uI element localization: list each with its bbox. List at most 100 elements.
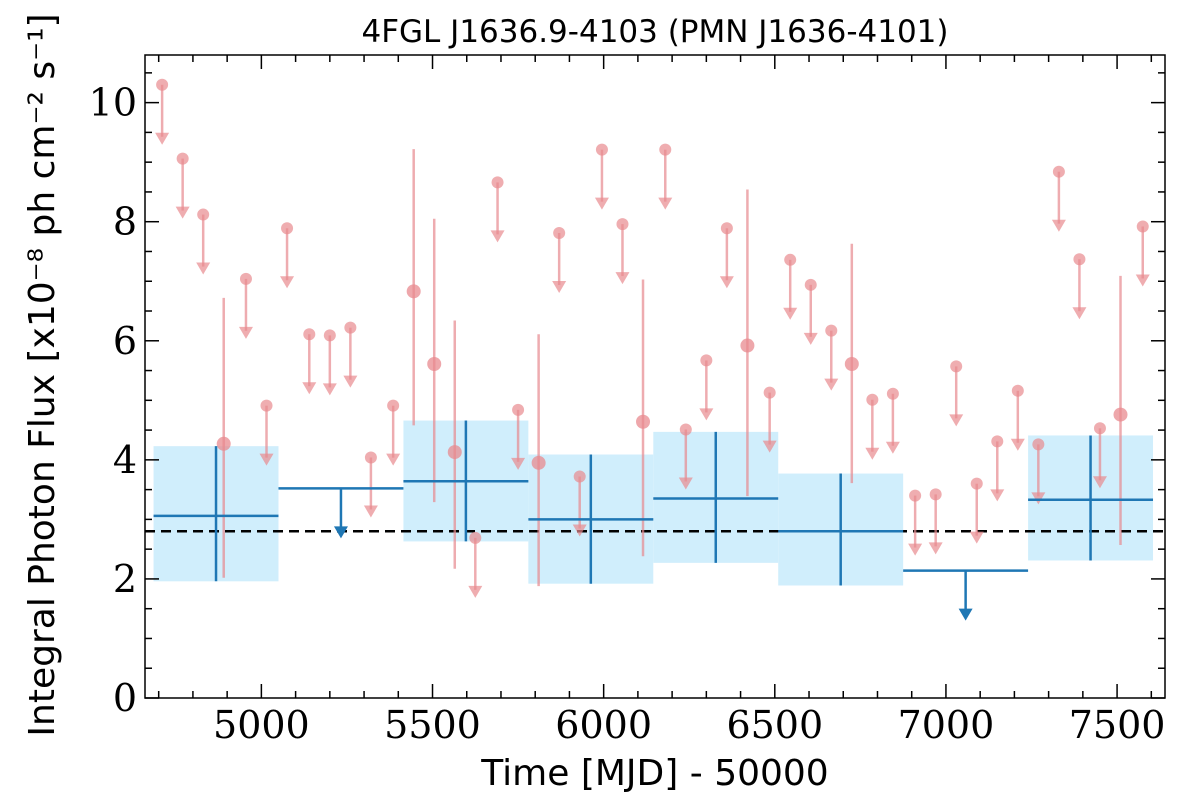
y-tick-label: 2	[113, 557, 137, 601]
upper-limit-marker	[1011, 384, 1024, 397]
upper-limit-marker	[1032, 438, 1045, 451]
upper-limit-marker	[281, 222, 294, 235]
upper-limit-arrowhead	[302, 382, 317, 395]
upper-limit-marker	[950, 360, 963, 373]
x-tick-label: 5500	[384, 703, 481, 747]
upper-limit-arrowhead	[1072, 307, 1087, 320]
detection-point	[1113, 407, 1128, 422]
upper-limit-marker	[825, 324, 838, 337]
detection-point	[427, 356, 442, 371]
upper-limit-arrowhead	[468, 585, 483, 598]
upper-limit-arrowhead	[1135, 274, 1150, 287]
upper-limit-arrowhead	[280, 276, 295, 289]
upper-limit-arrowhead	[1010, 438, 1025, 451]
upper-limit-arrowhead	[678, 477, 693, 490]
upper-limit-arrowhead	[343, 375, 358, 388]
upper-limit-marker	[909, 489, 922, 502]
upper-limit-marker	[1136, 220, 1149, 233]
upper-limit-arrowhead	[1031, 492, 1046, 505]
upper-limit-arrowhead	[885, 441, 900, 454]
upper-limit-arrowhead	[572, 524, 587, 537]
upper-limit-marker	[156, 78, 169, 91]
x-axis-label: Time [MJD] - 50000	[480, 753, 828, 794]
upper-limit-marker	[886, 387, 899, 400]
upper-limit-marker	[323, 329, 336, 342]
upper-limit-marker	[364, 451, 377, 464]
upper-limit-marker	[176, 152, 189, 165]
upper-limit-marker	[303, 328, 316, 341]
detection-point	[740, 338, 755, 353]
upper-limit-marker	[573, 470, 586, 483]
upper-limit-marker	[804, 278, 817, 291]
long-bin-upper-limit-arrowhead	[958, 608, 973, 621]
upper-limit-marker	[659, 143, 672, 156]
upper-limit-arrowhead	[386, 453, 401, 466]
upper-limit-arrowhead	[155, 132, 170, 145]
upper-limit-arrowhead	[865, 447, 880, 460]
chart-title: 4FGL J1636.9-4103 (PMN J1636-4101)	[361, 14, 948, 50]
upper-limit-arrowhead	[699, 408, 714, 421]
upper-limit-marker	[1052, 165, 1065, 178]
upper-limit-arrowhead	[803, 332, 818, 345]
upper-limit-arrowhead	[552, 281, 567, 294]
x-tick-label: 7500	[1069, 703, 1166, 747]
upper-limit-arrowhead	[594, 197, 609, 210]
upper-limit-arrowhead	[615, 272, 630, 285]
upper-limit-marker	[197, 208, 210, 221]
detection-point	[531, 455, 546, 470]
y-tick-label: 0	[113, 676, 137, 720]
upper-limit-arrowhead	[238, 326, 253, 339]
upper-limit-arrowhead	[949, 414, 964, 427]
upper-limit-arrowhead	[762, 440, 777, 453]
plot-area: 5000 5500 6000 6500 7000 7500 0 2 4 6 8 10	[89, 54, 1166, 747]
upper-limit-marker	[491, 176, 504, 189]
upper-limit-marker	[239, 272, 252, 285]
detection-point	[636, 414, 651, 429]
upper-limit-arrowhead	[511, 457, 526, 470]
upper-limit-arrowhead	[363, 505, 378, 518]
upper-limit-marker	[1073, 253, 1086, 266]
x-tick-label: 6500	[726, 703, 823, 747]
upper-limit-marker	[991, 435, 1004, 448]
upper-limit-arrowhead	[783, 307, 798, 320]
upper-limit-arrowhead	[1051, 219, 1066, 232]
upper-limit-marker	[970, 477, 983, 490]
detection-point	[406, 284, 421, 299]
upper-limit-marker	[763, 386, 776, 399]
upper-limit-arrowhead	[196, 262, 211, 275]
upper-limit-marker	[784, 253, 797, 266]
detection-point	[447, 445, 462, 460]
upper-limit-marker	[679, 423, 692, 436]
upper-limit-marker	[1093, 422, 1106, 435]
y-tick-label: 10	[89, 81, 137, 125]
upper-limit-marker	[512, 403, 525, 416]
plot-frame	[144, 54, 1166, 699]
upper-limit-marker	[469, 531, 482, 544]
long-bin-upper-limit-arrowhead	[333, 526, 348, 539]
x-tick-label: 6000	[555, 703, 652, 747]
upper-limit-arrowhead	[908, 543, 923, 556]
y-tick-label: 6	[113, 319, 137, 363]
y-tick-label: 8	[113, 200, 137, 244]
upper-limit-marker	[700, 354, 713, 367]
upper-limit-marker	[344, 321, 357, 334]
y-axis-label: Integral Photon Flux [x10⁻⁸ ph cm⁻² s⁻¹]	[22, 13, 63, 736]
detection-point	[844, 356, 859, 371]
upper-limit-marker	[595, 143, 608, 156]
upper-limit-marker	[553, 227, 566, 240]
upper-limit-arrowhead	[969, 531, 984, 544]
upper-limit-arrowhead	[928, 542, 943, 555]
upper-limit-arrowhead	[259, 453, 274, 466]
upper-limit-arrowhead	[1092, 476, 1107, 489]
upper-limit-arrowhead	[824, 378, 839, 391]
upper-limit-arrowhead	[658, 197, 673, 210]
upper-limit-marker	[387, 399, 400, 412]
detection-point	[216, 436, 231, 451]
upper-limit-marker	[260, 399, 273, 412]
upper-limit-marker	[616, 218, 629, 231]
x-tick-label: 7000	[898, 703, 995, 747]
upper-limit-marker	[866, 393, 879, 406]
x-tick-label: 5000	[213, 703, 310, 747]
upper-limit-marker	[720, 222, 733, 235]
